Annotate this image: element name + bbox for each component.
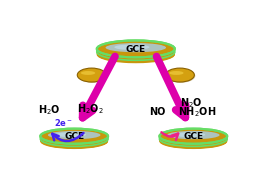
Text: H$_2$O$_2$: H$_2$O$_2$ — [77, 102, 104, 116]
Ellipse shape — [167, 131, 220, 139]
Ellipse shape — [97, 41, 175, 58]
Ellipse shape — [97, 46, 175, 63]
Text: H$_2$O: H$_2$O — [38, 103, 61, 117]
Ellipse shape — [56, 132, 86, 137]
Ellipse shape — [40, 133, 108, 148]
Ellipse shape — [97, 42, 175, 59]
Text: GCE: GCE — [64, 132, 84, 141]
Ellipse shape — [166, 68, 194, 82]
Ellipse shape — [78, 69, 107, 83]
Ellipse shape — [48, 131, 100, 139]
Ellipse shape — [97, 46, 175, 63]
Ellipse shape — [160, 132, 227, 147]
Ellipse shape — [169, 71, 184, 75]
Ellipse shape — [160, 134, 227, 149]
Ellipse shape — [40, 129, 108, 145]
Ellipse shape — [105, 43, 166, 52]
Ellipse shape — [77, 68, 106, 82]
Text: N$_2$O: N$_2$O — [180, 96, 203, 110]
Ellipse shape — [160, 133, 227, 149]
Ellipse shape — [160, 130, 227, 145]
Ellipse shape — [81, 71, 95, 75]
Ellipse shape — [97, 42, 175, 59]
Ellipse shape — [160, 131, 227, 146]
Ellipse shape — [97, 40, 175, 57]
Ellipse shape — [160, 129, 227, 144]
Ellipse shape — [40, 131, 108, 146]
Text: GCE: GCE — [126, 45, 146, 54]
Ellipse shape — [97, 45, 175, 62]
Ellipse shape — [160, 132, 227, 147]
Ellipse shape — [97, 43, 175, 60]
Ellipse shape — [97, 44, 175, 61]
Ellipse shape — [40, 133, 108, 148]
Ellipse shape — [40, 129, 108, 144]
Ellipse shape — [160, 129, 227, 144]
Ellipse shape — [160, 130, 227, 146]
Ellipse shape — [97, 44, 175, 61]
Ellipse shape — [97, 45, 175, 62]
Ellipse shape — [114, 44, 149, 50]
Ellipse shape — [160, 129, 227, 145]
Ellipse shape — [40, 134, 108, 149]
Text: 2e$^-$: 2e$^-$ — [54, 117, 73, 128]
Ellipse shape — [40, 132, 108, 147]
Ellipse shape — [40, 131, 108, 146]
Ellipse shape — [160, 133, 227, 148]
Ellipse shape — [160, 133, 227, 148]
Ellipse shape — [160, 131, 227, 146]
Ellipse shape — [40, 129, 108, 144]
Ellipse shape — [97, 41, 175, 58]
Ellipse shape — [40, 130, 108, 145]
Ellipse shape — [97, 43, 175, 60]
Ellipse shape — [167, 69, 195, 83]
Ellipse shape — [40, 132, 108, 147]
Text: NO: NO — [149, 107, 166, 117]
Ellipse shape — [175, 132, 205, 137]
Ellipse shape — [40, 130, 108, 146]
Text: GCE: GCE — [183, 132, 203, 141]
Text: NH$_2$OH: NH$_2$OH — [178, 106, 216, 119]
Ellipse shape — [40, 133, 108, 149]
